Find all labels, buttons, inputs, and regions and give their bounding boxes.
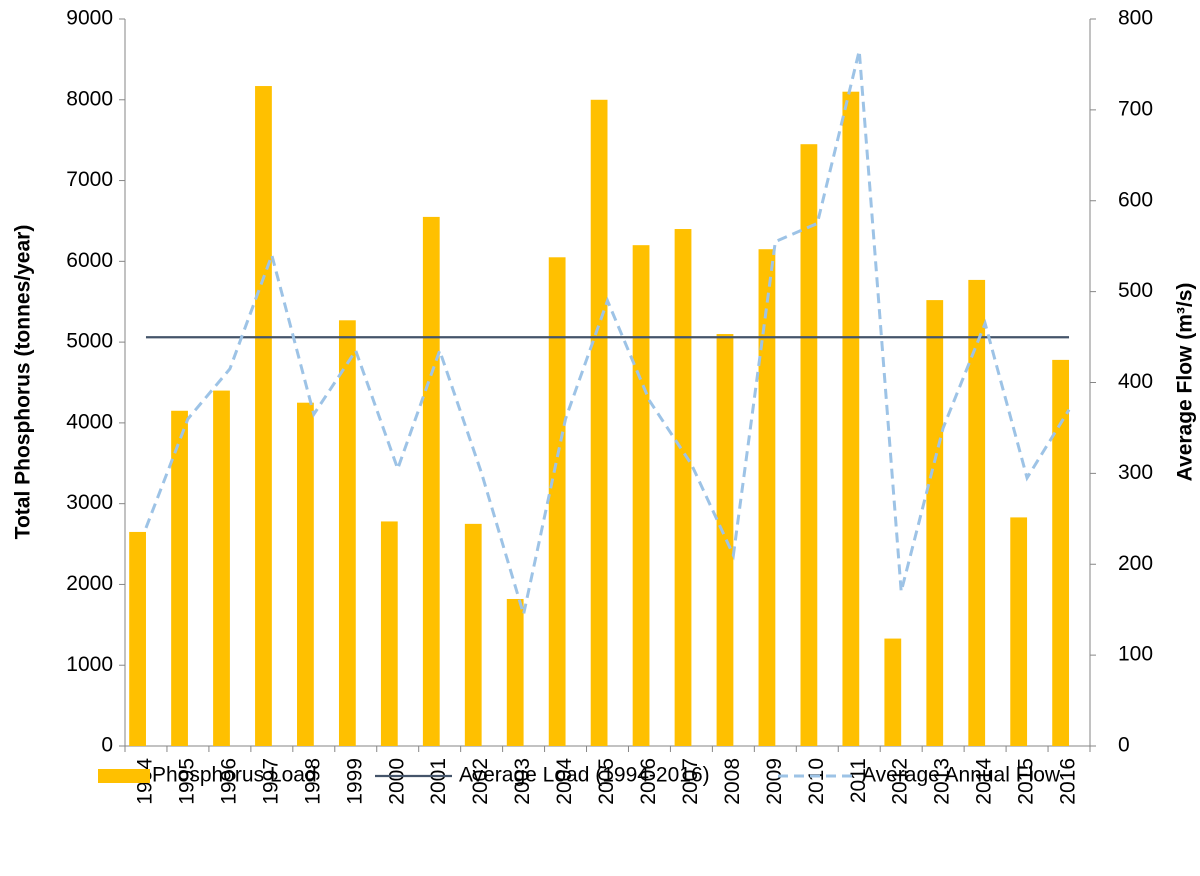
x-tick-label: 2003 xyxy=(511,758,534,805)
y-tick-label: 0 xyxy=(101,734,113,757)
bar xyxy=(255,86,272,747)
y2-tick-label: 600 xyxy=(1118,188,1153,211)
bar xyxy=(171,410,188,746)
y-tick-label: 9000 xyxy=(66,7,113,30)
x-tick-label: 2014 xyxy=(973,758,996,805)
legend-label: Average Load (1994-2016) xyxy=(459,764,710,787)
x-tick-label: 2013 xyxy=(931,758,954,805)
x-tick-label: 2002 xyxy=(469,758,492,805)
y2-tick-label: 0 xyxy=(1118,734,1130,757)
x-tick-label: 2007 xyxy=(679,758,702,805)
x-tick-label: 2005 xyxy=(595,758,618,805)
legend-label: Phosphorus Load xyxy=(152,764,317,787)
y-axis-title: Total Phosphorus (tonnes/year) xyxy=(12,225,35,540)
x-tick-label: 2008 xyxy=(721,758,744,805)
y-tick-label: 2000 xyxy=(66,572,113,595)
x-tick-label: 2000 xyxy=(385,758,408,805)
y2-tick-label: 100 xyxy=(1118,643,1153,666)
bar xyxy=(464,523,482,746)
x-tick-label: 2001 xyxy=(427,758,450,805)
y2-tick-label: 300 xyxy=(1118,461,1153,484)
y-tick-label: 7000 xyxy=(66,168,113,191)
x-tick-label: 2016 xyxy=(1057,758,1080,805)
x-tick-label: 1997 xyxy=(259,758,282,805)
bar xyxy=(1052,359,1070,746)
y2-tick-label: 200 xyxy=(1118,552,1153,575)
legend-label: Average Annual Flow xyxy=(862,764,1061,787)
y2-tick-label: 400 xyxy=(1118,370,1153,393)
x-tick-label: 2015 xyxy=(1015,758,1038,805)
bar xyxy=(968,279,986,746)
y-tick-label: 6000 xyxy=(66,249,113,272)
y2-tick-label: 800 xyxy=(1118,7,1153,30)
flow-line xyxy=(144,50,1071,615)
x-tick-label: 1996 xyxy=(217,758,240,805)
y-tick-label: 5000 xyxy=(66,330,113,353)
bar xyxy=(422,216,440,747)
y2-tick-label: 500 xyxy=(1118,279,1153,302)
x-tick-label: 2006 xyxy=(637,758,660,805)
x-tick-label: 2010 xyxy=(805,758,828,805)
bar xyxy=(590,99,608,747)
x-tick-label: 1995 xyxy=(175,758,198,805)
bar xyxy=(380,521,398,746)
y2-axis-title: Average Flow (m³/s) xyxy=(1174,283,1197,482)
bar xyxy=(716,334,734,746)
x-tick-label: 1998 xyxy=(301,758,324,805)
bar xyxy=(674,229,692,746)
x-tick-label: 2011 xyxy=(847,758,870,803)
x-tick-label: 2009 xyxy=(763,758,786,805)
y-tick-label: 4000 xyxy=(66,410,113,433)
bar xyxy=(800,144,818,746)
bar xyxy=(506,598,524,746)
bar xyxy=(338,320,356,746)
bar xyxy=(926,300,944,746)
legend-swatch xyxy=(98,769,150,783)
bar xyxy=(213,390,230,746)
bar xyxy=(129,531,146,746)
bar xyxy=(842,91,860,746)
bar xyxy=(297,402,314,746)
y-tick-label: 8000 xyxy=(66,87,113,110)
bar xyxy=(1010,517,1028,746)
bar xyxy=(548,257,566,746)
y-tick-label: 1000 xyxy=(66,653,113,676)
x-tick-label: 2004 xyxy=(553,758,576,805)
bar xyxy=(632,245,650,746)
x-tick-label: 1999 xyxy=(343,758,366,805)
x-tick-label: 2012 xyxy=(889,758,912,805)
y-tick-label: 3000 xyxy=(66,491,113,514)
y2-tick-label: 700 xyxy=(1118,97,1153,120)
bar xyxy=(884,638,902,746)
bar xyxy=(758,249,776,746)
